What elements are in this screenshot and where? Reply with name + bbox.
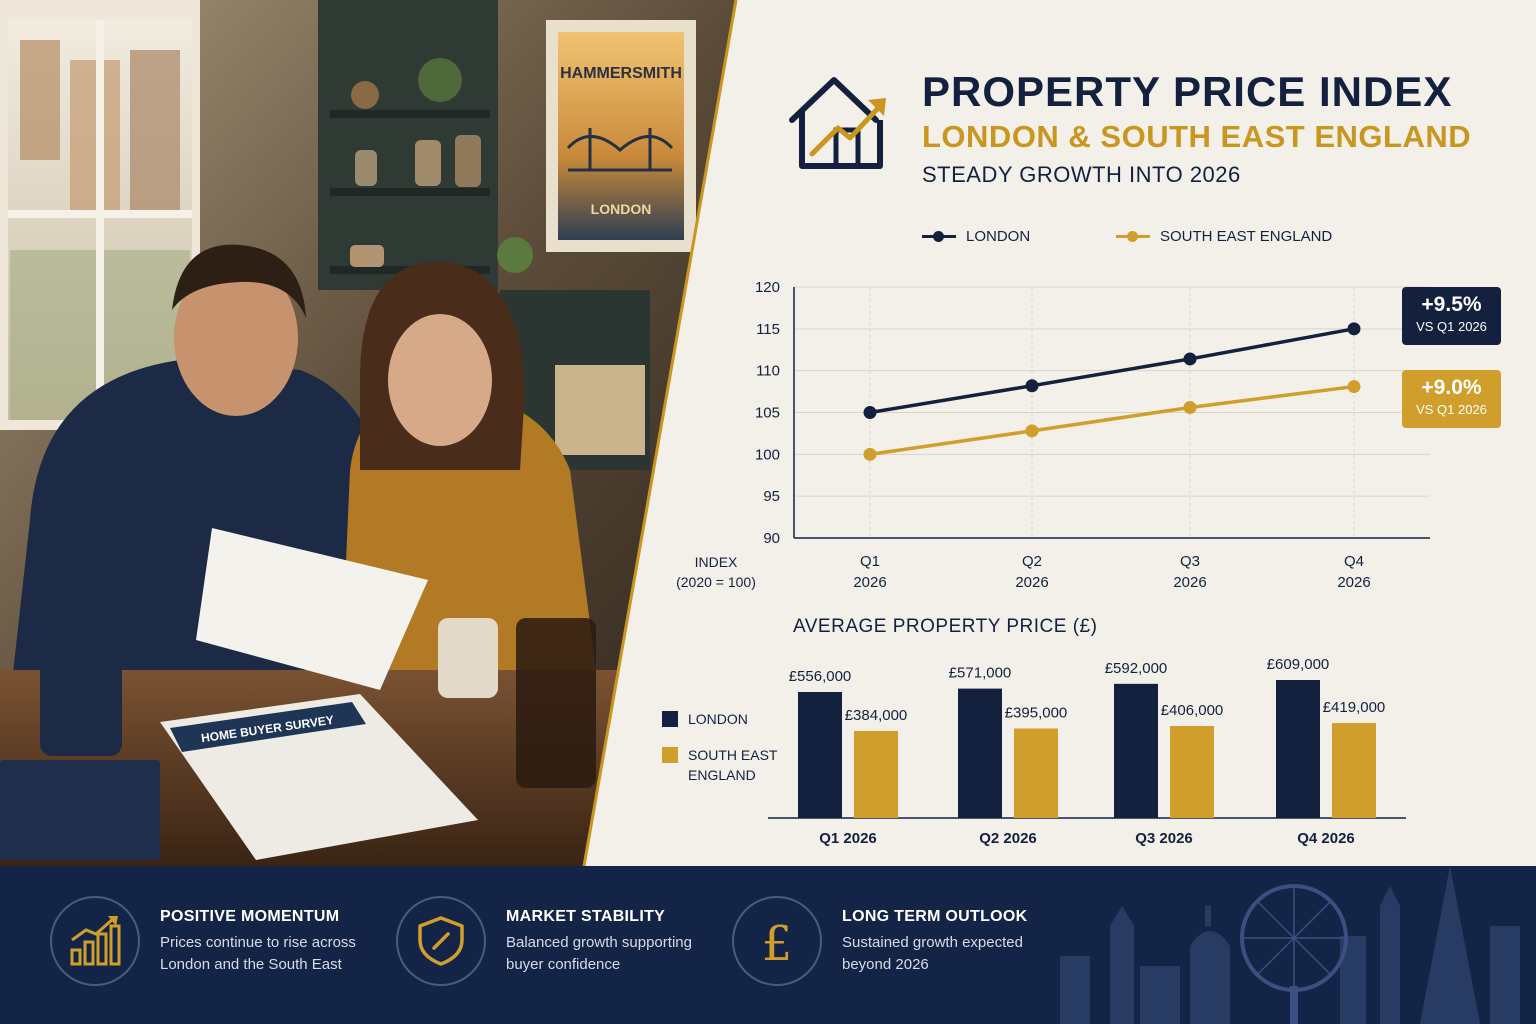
london-data-point — [863, 406, 877, 419]
london-price-bar — [798, 692, 842, 818]
south-east-price-bar — [1014, 728, 1058, 818]
london-growth-badge: +9.5% VS Q1 2026 — [1402, 287, 1501, 345]
london-price-bar — [1276, 679, 1320, 818]
bar-category-label: Q1 2026 — [819, 830, 877, 847]
bar-category-label: Q2 2026 — [979, 830, 1037, 847]
x-tick-label: 2026 — [853, 574, 886, 591]
london-growth-value: +9.5% — [1421, 293, 1482, 316]
south-east-growth-value: +9.0% — [1421, 376, 1482, 399]
legend-south-east-label: SOUTH EAST ENGLAND — [1160, 227, 1333, 245]
x-tick-label: 2026 — [1337, 574, 1370, 591]
shield-icon — [418, 916, 464, 966]
page-subtitle: LONDON & SOUTH EAST ENGLAND — [922, 119, 1472, 154]
bar-value-label: £609,000 — [1267, 656, 1330, 673]
y-tick-label: 100 — [755, 446, 780, 463]
south-east-price-bar — [854, 730, 898, 818]
bar-category-label: Q3 2026 — [1135, 830, 1193, 847]
feature-icon-ring — [396, 896, 486, 986]
y-tick-label: 115 — [756, 321, 780, 338]
feature-description: Sustained growth expected beyond 2026 — [842, 934, 1023, 973]
bar-legend-london-swatch — [662, 711, 678, 727]
legend-london: LONDON — [922, 226, 1030, 246]
x-tick-label: Q3 — [1180, 553, 1200, 570]
london-data-point — [1183, 352, 1197, 366]
page-tagline: STEADY GROWTH INTO 2026 — [922, 162, 1241, 187]
y-tick-label: 95 — [763, 488, 780, 505]
index-line-chart: 90 95 100 105 110 115 120 Q1 2026 Q2 2026 Q3 2026 Q4 2… — [755, 279, 1430, 591]
legend-london-swatch — [922, 226, 956, 246]
london-data-point — [1025, 379, 1039, 393]
feature-description: Balanced growth supporting buyer confide… — [506, 934, 692, 973]
svg-text:£: £ — [762, 916, 793, 968]
legend-south-east-swatch — [1116, 226, 1150, 246]
y-tick-label: 105 — [755, 405, 780, 422]
pound-sign-icon: £ — [762, 916, 793, 968]
bar-chart-title: AVERAGE PROPERTY PRICE (£) — [793, 616, 1098, 637]
x-tick-label: 2026 — [1015, 574, 1048, 591]
feature-title: MARKET STABILITY — [506, 908, 666, 925]
average-price-bar-chart: £556,000 £571,000 £592,000 £609,000 £384,000… — [768, 656, 1406, 847]
london-growth-note: VS Q1 2026 — [1416, 319, 1487, 334]
south-east-price-bar — [1332, 723, 1376, 818]
bar-legend-south-east-label-2: ENGLAND — [688, 767, 756, 783]
south-east-price-bar — [1170, 725, 1214, 818]
south-east-growth-badge: +9.0% VS Q1 2026 — [1402, 370, 1501, 428]
y-tick-label: 120 — [755, 279, 780, 296]
south-east-data-point — [863, 447, 877, 461]
y-tick-label: 110 — [756, 363, 780, 380]
bar-value-label: £592,000 — [1105, 660, 1168, 677]
feature-icon-ring — [732, 896, 822, 986]
bar-value-label: £384,000 — [845, 707, 908, 724]
legend-south-east: SOUTH EAST ENGLAND — [1116, 226, 1332, 246]
y-axis-label-line-1: INDEX — [694, 554, 738, 570]
bar-value-label: £406,000 — [1161, 702, 1224, 719]
bar-legend-london-label: LONDON — [688, 711, 748, 727]
y-axis-label-line-2: (2020 = 100) — [676, 574, 756, 590]
bar-legend-south-east-label-1: SOUTH EAST — [688, 747, 778, 763]
x-tick-label: 2026 — [1173, 574, 1206, 591]
london-price-bar — [1114, 683, 1158, 818]
south-east-data-point — [1347, 380, 1361, 394]
bar-legend-south-east: SOUTH EAST ENGLAND — [662, 745, 777, 785]
london-series-line — [869, 327, 1355, 415]
bar-value-label: £395,000 — [1005, 704, 1068, 721]
bar-value-label: £556,000 — [789, 668, 852, 685]
x-tick-label: Q4 — [1344, 553, 1364, 570]
feature-title: POSITIVE MOMENTUM — [160, 908, 340, 925]
bar-value-label: £419,000 — [1323, 699, 1386, 716]
south-east-data-point — [1025, 424, 1039, 438]
bar-legend-london: LONDON — [662, 709, 748, 729]
legend-london-label: LONDON — [966, 227, 1031, 245]
y-axis-label: INDEX (2020 = 100) — [664, 552, 768, 592]
london-data-point — [1347, 322, 1361, 336]
feature-icon-ring — [50, 896, 140, 986]
feature-title: LONG TERM OUTLOOK — [842, 908, 1028, 925]
bar-legend-south-east-swatch — [662, 747, 678, 763]
y-tick-label: 90 — [763, 530, 780, 547]
footer-band: POSITIVE MOMENTUM Prices continue to ris… — [0, 866, 1536, 1024]
page-title: PROPERTY PRICE INDEX — [922, 68, 1453, 115]
south-east-data-point — [1183, 400, 1197, 414]
bar-value-label: £571,000 — [949, 665, 1012, 682]
london-price-bar — [958, 688, 1002, 818]
london-skyline-silhouette — [1060, 866, 1520, 1024]
x-tick-label: Q1 — [860, 553, 880, 570]
rising-bars-icon — [70, 916, 121, 966]
south-east-series-line — [869, 384, 1355, 457]
feature-description: Prices continue to rise across London an… — [160, 934, 356, 973]
house-growth-icon — [789, 77, 886, 169]
south-east-growth-note: VS Q1 2026 — [1416, 402, 1487, 417]
x-tick-label: Q2 — [1022, 553, 1042, 570]
bar-category-label: Q4 2026 — [1297, 830, 1355, 847]
